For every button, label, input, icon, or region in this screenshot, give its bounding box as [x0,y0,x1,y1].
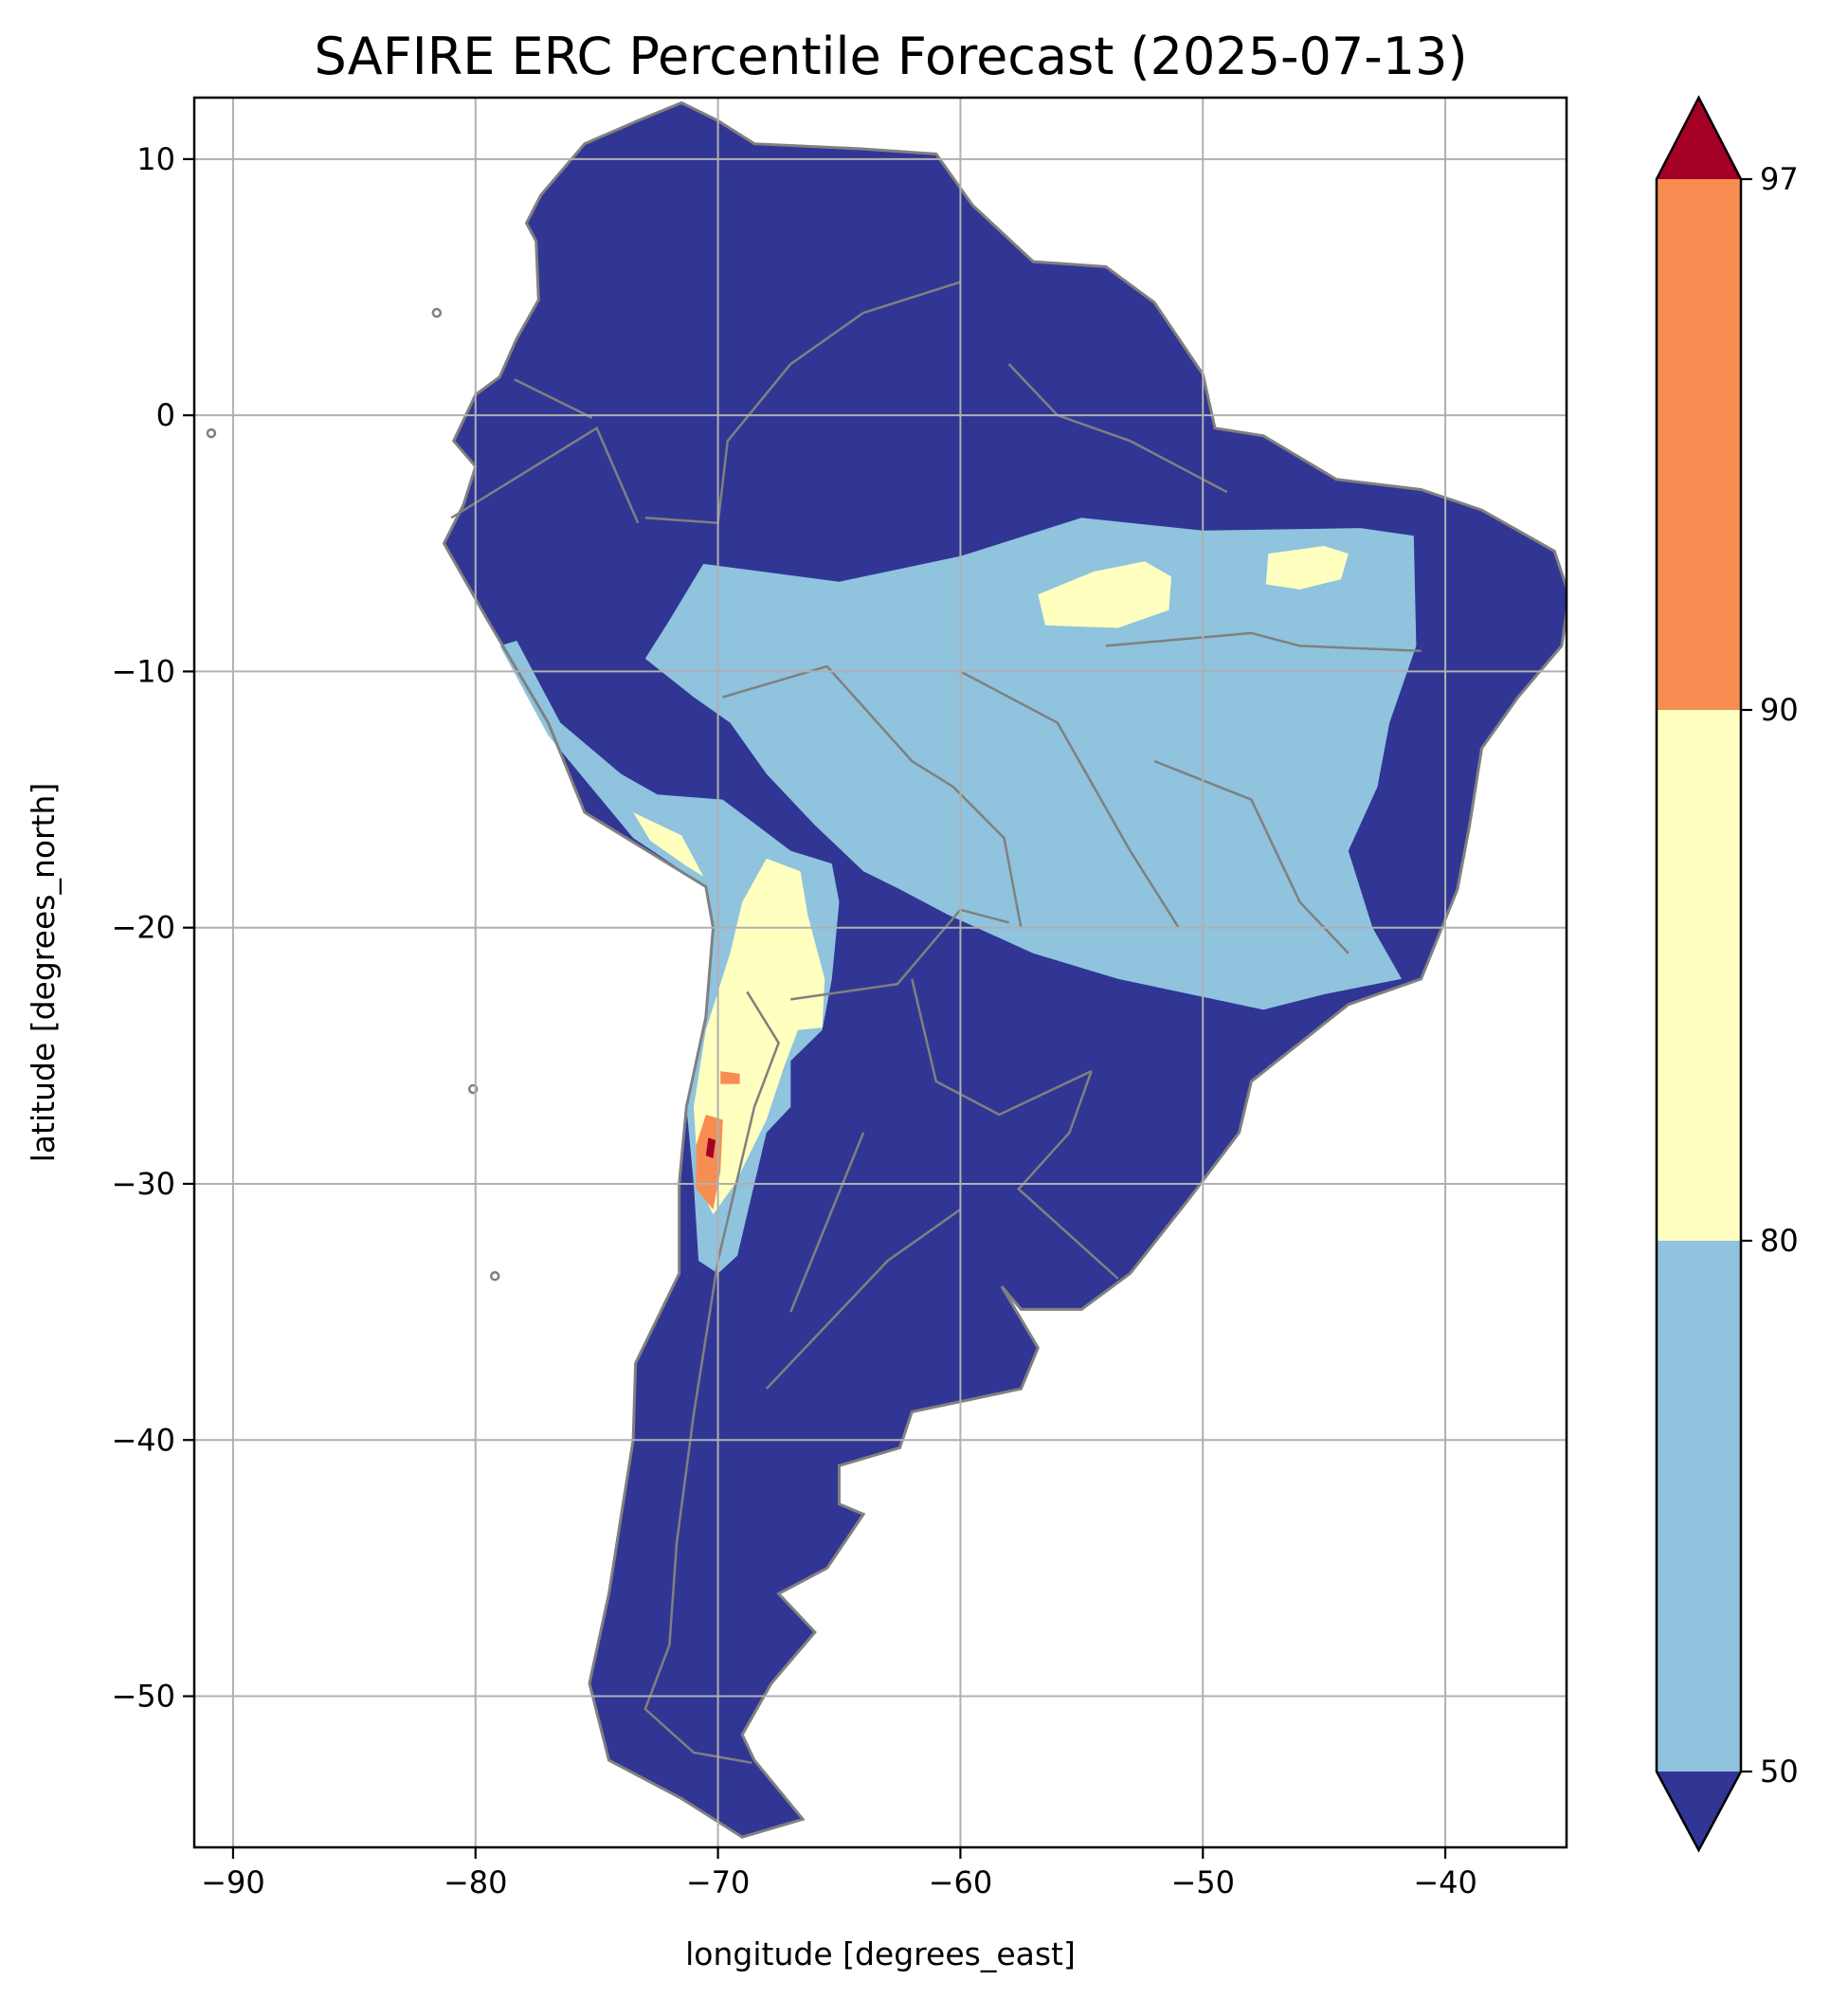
colorbar-band [1657,179,1741,710]
island-juan-fernandez [489,1271,500,1281]
island-san-felix [467,1083,479,1095]
border-line-6 [450,426,640,524]
y-axis-ticks: 10 0 −10 −20 −30 −40 −50 [111,141,194,1715]
x-axis-label: longitude [degrees_east] [685,1935,1076,1972]
y-tick-label: −40 [111,1422,175,1458]
x-tick-label: −90 [201,1864,265,1900]
plot-area [194,98,1567,1847]
colorbar-tick-label: 90 [1760,692,1799,728]
border-line-13 [1007,363,1228,494]
colorbar-band [1657,710,1741,1241]
x-tick-label: −50 [1170,1864,1235,1900]
border-line-12 [789,1132,865,1313]
region-50-80-0 [644,518,1417,1010]
border-line-5 [514,378,593,419]
border-line-8 [1105,631,1422,653]
country-borders [450,281,1422,1765]
island-malpelo [431,307,443,318]
border-line-2 [790,908,1009,1001]
chart-title: SAFIRE ERC Percentile Forecast (2025-07-… [314,27,1467,86]
x-axis-ticks: −90 −80 −70 −60 −50 −40 [201,1847,1477,1900]
region-above-97-8 [705,1137,716,1158]
border-line-10 [959,670,1180,929]
border-line-0 [644,281,961,525]
y-tick-label: −10 [111,653,175,689]
border-line-3 [1017,1070,1119,1280]
region-80-90-5 [633,812,704,877]
region-90-97-6 [696,1115,723,1209]
border-line-4 [911,978,1093,1117]
region-90-97-7 [720,1071,740,1084]
x-tick-label: −80 [444,1864,508,1900]
y-tick-label: 10 [136,141,175,177]
y-tick-label: 0 [156,397,175,433]
gridlines [194,98,1567,1847]
x-tick-label: −40 [1413,1864,1477,1900]
colorbar-tick-label: 50 [1760,1754,1799,1790]
coastline [442,100,1567,1839]
x-tick-label: −60 [929,1864,993,1900]
x-tick-label: −70 [686,1864,751,1900]
plot-frame [192,96,1568,1849]
region-80-90-3 [1265,546,1349,590]
percentile-regions [499,518,1417,1274]
y-tick-label: −50 [111,1679,175,1715]
border-line-11 [765,1208,962,1390]
colorbar-tick-label: 97 [1760,161,1799,197]
border-line-7 [643,990,780,1765]
islands [206,307,500,1281]
colorbar-tick-label: 80 [1760,1223,1799,1259]
colorbar-extend-min [1657,1772,1741,1850]
y-tick-label: −20 [111,910,175,946]
colorbar-extend-max [1657,98,1741,179]
region-80-90-2 [1038,561,1171,628]
island-galapagos [206,427,217,439]
colorbar-legend: 50 80 90 97 [1655,95,1799,1853]
region-80-90-4 [694,858,825,1215]
y-tick-label: −30 [111,1166,175,1202]
y-axis-label: latitude [degrees_north] [25,783,62,1163]
colorbar-band [1657,1241,1741,1772]
